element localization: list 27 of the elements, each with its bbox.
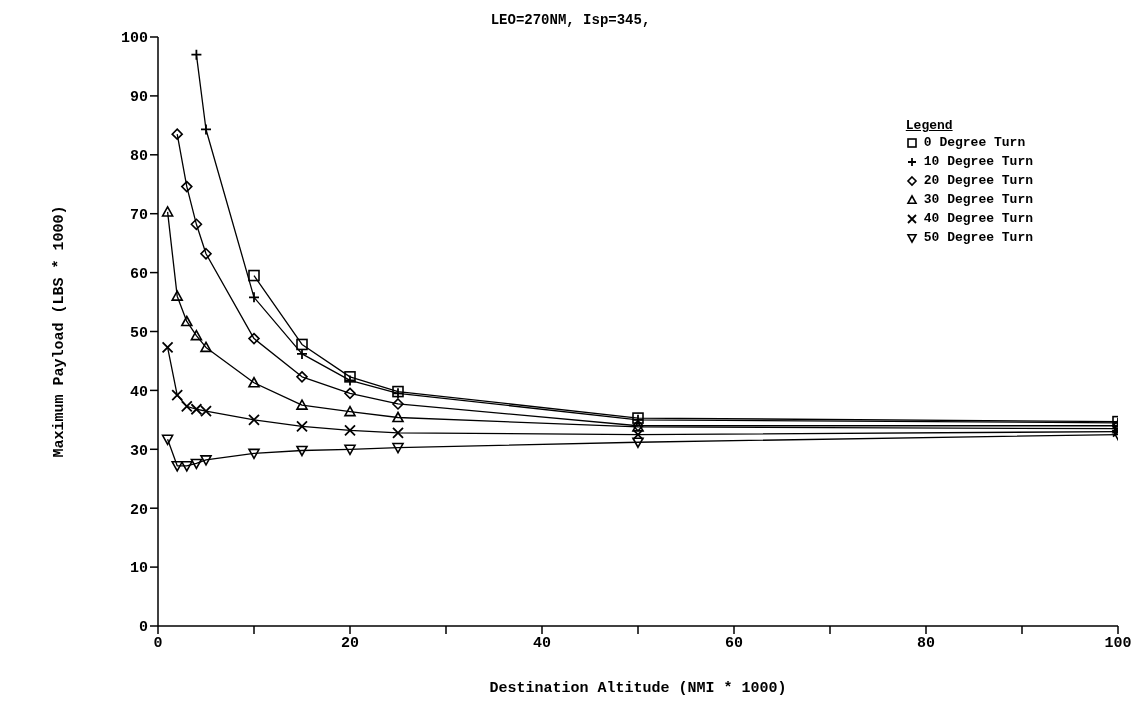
y-tick-label: 20 bbox=[129, 501, 148, 519]
y-tick-label: 10 bbox=[129, 560, 148, 578]
y-tick-label: 100 bbox=[120, 30, 148, 48]
x-tick-label: 20 bbox=[340, 634, 360, 652]
x-tick-label: 80 bbox=[916, 634, 936, 652]
y-tick-label: 0 bbox=[138, 619, 148, 637]
chart-title: LEO=270NM, Isp=345, bbox=[489, 12, 652, 28]
legend-label: 0 Degree Turn bbox=[923, 134, 1026, 152]
legend-label: 20 Degree Turn bbox=[923, 172, 1033, 190]
x-tick-label: 0 bbox=[153, 634, 163, 652]
x-tick-label: 100 bbox=[1104, 634, 1132, 652]
y-tick-label: 40 bbox=[129, 383, 148, 401]
x-axis-title: Destination Altitude (NMI * 1000) bbox=[489, 680, 787, 697]
x-tick-label: 40 bbox=[532, 634, 552, 652]
y-tick-label: 70 bbox=[129, 207, 148, 225]
y-tick-label: 60 bbox=[129, 265, 148, 283]
legend-title: Legend bbox=[905, 118, 954, 133]
legend-label: 50 Degree Turn bbox=[923, 229, 1033, 247]
y-tick-label: 50 bbox=[129, 324, 148, 342]
legend-label: 40 Degree Turn bbox=[923, 210, 1033, 228]
y-tick-label: 80 bbox=[129, 148, 148, 166]
x-tick-label: 60 bbox=[724, 634, 744, 652]
y-tick-label: 30 bbox=[129, 442, 148, 460]
y-tick-label: 90 bbox=[129, 89, 148, 107]
y-axis-title: Maximum Payload (LBS * 1000) bbox=[51, 205, 69, 458]
legend-label: 30 Degree Turn bbox=[923, 191, 1033, 209]
legend-label: 10 Degree Turn bbox=[923, 153, 1033, 171]
